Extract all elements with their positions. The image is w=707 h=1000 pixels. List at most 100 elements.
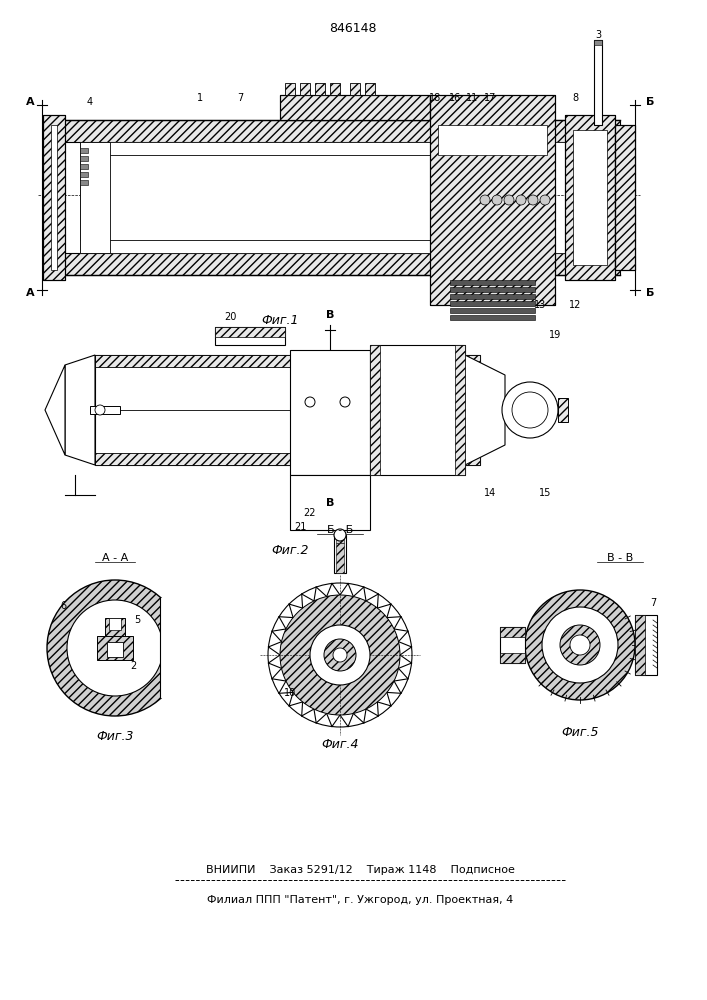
Bar bbox=[105, 618, 125, 636]
Text: 19: 19 bbox=[549, 330, 561, 340]
Bar bbox=[450, 301, 535, 306]
Bar bbox=[350, 83, 360, 95]
Text: 10: 10 bbox=[284, 688, 296, 698]
Circle shape bbox=[504, 195, 514, 205]
Bar bbox=[565, 115, 615, 280]
Text: 6: 6 bbox=[60, 601, 66, 611]
Circle shape bbox=[502, 382, 558, 438]
Text: 4: 4 bbox=[87, 97, 93, 107]
Bar bbox=[450, 315, 535, 320]
Bar bbox=[51, 125, 57, 270]
Circle shape bbox=[516, 195, 526, 205]
Bar bbox=[95, 355, 480, 367]
Bar bbox=[109, 618, 121, 630]
Bar bbox=[330, 83, 340, 95]
Bar bbox=[594, 40, 602, 125]
Circle shape bbox=[280, 595, 400, 715]
Bar bbox=[215, 327, 285, 345]
Circle shape bbox=[333, 648, 347, 662]
Text: 21: 21 bbox=[294, 522, 306, 532]
Bar bbox=[290, 475, 370, 530]
Bar bbox=[615, 125, 635, 270]
Circle shape bbox=[305, 397, 315, 407]
Text: А: А bbox=[25, 288, 35, 298]
Bar bbox=[438, 125, 547, 155]
Bar bbox=[430, 95, 555, 305]
Polygon shape bbox=[45, 365, 65, 455]
Bar bbox=[594, 40, 602, 45]
Circle shape bbox=[560, 625, 600, 665]
Circle shape bbox=[47, 580, 183, 716]
Text: 5: 5 bbox=[134, 615, 140, 625]
Bar bbox=[285, 83, 295, 95]
Bar bbox=[58, 253, 620, 275]
Circle shape bbox=[540, 195, 550, 205]
Text: 14: 14 bbox=[484, 488, 496, 498]
Circle shape bbox=[310, 625, 370, 685]
Bar bbox=[450, 280, 535, 285]
Text: А - А: А - А bbox=[102, 553, 128, 563]
Circle shape bbox=[334, 529, 346, 541]
Bar bbox=[80, 142, 598, 253]
Circle shape bbox=[512, 392, 548, 428]
Text: 17: 17 bbox=[484, 93, 496, 103]
Bar bbox=[635, 615, 645, 675]
Bar bbox=[370, 345, 465, 475]
Circle shape bbox=[67, 600, 163, 696]
Bar bbox=[334, 535, 346, 573]
Bar bbox=[95, 453, 480, 465]
Bar bbox=[80, 180, 88, 185]
Text: Фиг.1: Фиг.1 bbox=[262, 314, 299, 326]
Circle shape bbox=[340, 397, 350, 407]
Bar bbox=[80, 172, 88, 177]
Text: 13: 13 bbox=[534, 300, 546, 310]
Bar bbox=[450, 287, 535, 292]
Bar bbox=[280, 95, 430, 120]
Text: 11: 11 bbox=[466, 93, 478, 103]
Bar bbox=[280, 95, 430, 120]
Bar bbox=[107, 642, 123, 657]
Text: 2: 2 bbox=[130, 661, 136, 671]
Bar bbox=[500, 653, 525, 663]
Bar bbox=[80, 142, 110, 253]
Circle shape bbox=[525, 590, 635, 700]
Bar bbox=[615, 125, 635, 270]
Bar bbox=[80, 156, 88, 161]
Text: А: А bbox=[25, 97, 35, 107]
Text: В: В bbox=[326, 498, 334, 508]
Text: 22: 22 bbox=[304, 508, 316, 518]
Bar bbox=[430, 95, 555, 305]
Bar bbox=[58, 120, 620, 142]
Bar bbox=[558, 398, 568, 422]
Text: ВНИИПИ    Заказ 5291/12    Тираж 1148    Подписное: ВНИИПИ Заказ 5291/12 Тираж 1148 Подписно… bbox=[206, 865, 515, 875]
Text: 18: 18 bbox=[429, 93, 441, 103]
Polygon shape bbox=[65, 355, 95, 465]
Bar bbox=[43, 115, 65, 280]
Bar bbox=[500, 627, 525, 637]
Bar bbox=[565, 115, 615, 280]
Bar bbox=[500, 627, 525, 663]
Bar bbox=[290, 350, 370, 475]
Bar bbox=[336, 535, 344, 543]
Circle shape bbox=[95, 405, 105, 415]
Bar bbox=[43, 115, 65, 280]
Bar bbox=[90, 406, 120, 414]
Bar bbox=[315, 83, 325, 95]
Text: 7: 7 bbox=[650, 598, 656, 608]
Circle shape bbox=[570, 635, 590, 655]
Circle shape bbox=[324, 639, 356, 671]
Text: Б: Б bbox=[645, 97, 654, 107]
Bar bbox=[455, 345, 465, 475]
Bar bbox=[95, 355, 480, 465]
Text: 1: 1 bbox=[197, 93, 203, 103]
Bar bbox=[370, 345, 380, 475]
Circle shape bbox=[542, 607, 618, 683]
Text: 16: 16 bbox=[449, 93, 461, 103]
Bar bbox=[80, 148, 88, 153]
Text: 15: 15 bbox=[539, 488, 551, 498]
Text: 3: 3 bbox=[595, 30, 601, 40]
Text: Фиг.2: Фиг.2 bbox=[271, 544, 309, 556]
Bar bbox=[97, 636, 133, 660]
Bar bbox=[215, 327, 285, 337]
Text: Фиг.5: Фиг.5 bbox=[561, 726, 599, 740]
